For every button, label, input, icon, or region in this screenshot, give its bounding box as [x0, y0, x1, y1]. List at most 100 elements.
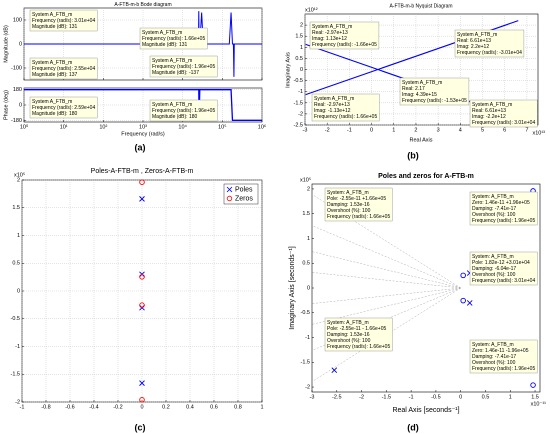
- y-tick-label: 0: [307, 285, 310, 291]
- datatip-text: Damping: 1.53e-16: [327, 202, 370, 208]
- datatip-text: Magnitude (dB): 131: [32, 24, 78, 30]
- pole-marker: [139, 196, 145, 202]
- y-tick-label: 0.5: [295, 56, 303, 62]
- datatip-text: System A_FTB_m: [32, 12, 72, 18]
- x-scale-label: x10¹³: [532, 130, 545, 136]
- datatip-text: System A_FTB_m: [152, 58, 192, 64]
- datatip-text: System: A_FTB_m: [472, 254, 514, 260]
- datatip-text: Magnitude (dB): 131: [142, 42, 188, 48]
- datatip-text: Damping: -7.41e-17: [472, 206, 516, 212]
- datatip: [149, 55, 218, 78]
- zero-marker: [139, 302, 145, 308]
- y-axis-label: Phase (deg): [3, 90, 9, 120]
- datatip-text: Zero: 1.46e-11 -1.96e+05: [472, 348, 529, 354]
- y-scale-label: x10⁵: [14, 171, 25, 178]
- y-tick-label: 2: [307, 186, 310, 192]
- datatip-text: System: A_FTB_m: [327, 190, 369, 196]
- datatip-text: Frequency (rad/s): 2.59e+04: [32, 105, 95, 111]
- x-tick-label: 6: [503, 127, 506, 133]
- chart-title: Poles-A-FTB-m , Zeros-A-FTB-m: [91, 168, 194, 175]
- datatip-text: Frequency (rad/s): -1.66e+05: [312, 42, 377, 48]
- x-tick-label: -1: [409, 394, 414, 400]
- datatip-text: Overshoot (%): 100: [472, 272, 516, 278]
- x-tick-label: 10⁵: [218, 123, 226, 130]
- zero-marker: [139, 397, 145, 403]
- x-tick-label: 1: [509, 394, 512, 400]
- y-tick-label: -1.5: [11, 372, 20, 378]
- x-tick-label: -0.4: [89, 404, 98, 410]
- y-tick-label: 1: [300, 45, 303, 51]
- datatip-text: Imag: -2.2e+12: [472, 114, 506, 120]
- datatip: [469, 339, 538, 374]
- y-tick-label: -1: [15, 344, 20, 350]
- y-tick-label: -2: [15, 399, 20, 405]
- datatip-text: Pole: 1.82e-12 +3.01e+04: [472, 260, 530, 266]
- y-scale-label: x10¹²: [305, 7, 318, 13]
- x-tick-label: 0.2: [162, 404, 170, 410]
- datatip-text: Frequency (rad/s): 1.66e+05: [327, 214, 390, 220]
- x-tick-label: 1: [392, 127, 395, 133]
- data-line: [24, 89, 262, 121]
- x-tick-label: 3: [437, 127, 440, 133]
- zero-marker: [460, 272, 466, 279]
- y-tick-label: 1: [17, 233, 20, 239]
- y-tick-label: 0.5: [302, 261, 310, 267]
- datatip-text: System A_FTB_m: [402, 80, 442, 86]
- datatip-text: Zero: 1.46e-11 +1.96e+05: [472, 200, 530, 206]
- datatip-text: Imag: -1.13e+12: [314, 108, 351, 114]
- y-tick-label: 2: [17, 177, 20, 183]
- datatip-text: Damping: 1.53e-16: [327, 332, 370, 338]
- caption: (b): [407, 150, 419, 160]
- y-tick-label: -2.5: [294, 122, 303, 128]
- x-tick-label: 0.5: [482, 394, 490, 400]
- x-tick-label: 10³: [139, 124, 147, 130]
- x-tick-label: -1: [347, 127, 352, 133]
- x-tick-label: 1: [260, 404, 263, 410]
- x-tick-label: -2: [325, 127, 330, 133]
- datatip: [454, 29, 525, 58]
- caption: (a): [135, 142, 146, 152]
- x-tick-label: -3: [310, 394, 315, 400]
- x-tick-label: 10⁶: [258, 123, 266, 130]
- x-tick-label: 0.6: [210, 404, 218, 410]
- datatip-text: Pole: -2.55e-11 - 1.66e+05: [327, 326, 386, 332]
- x-tick-label: 0.4: [186, 404, 194, 410]
- datatip: [399, 77, 470, 106]
- datatip-text: Real: 2.17: [402, 86, 425, 92]
- y-tick-label: 0: [300, 67, 303, 73]
- y-tick-label: 0: [17, 288, 20, 294]
- y-scale-label: x10⁵: [300, 176, 311, 183]
- pole-marker: [466, 300, 473, 306]
- y-tick-label: 2: [300, 23, 303, 29]
- legend-marker: [226, 186, 233, 193]
- datatip: [324, 317, 393, 352]
- datatip-text: System: A_FTB_m: [327, 320, 369, 326]
- y-tick-label: 0.5: [12, 261, 20, 267]
- datatip: [469, 99, 538, 128]
- datatip-text: System A_FTB_m: [314, 96, 354, 102]
- x-tick-label: 10⁰: [20, 123, 29, 130]
- x-tick-label: -0.5: [431, 394, 440, 400]
- datatip-text: Imag: 2.2e+12: [457, 44, 489, 50]
- x-tick-label: 2: [414, 127, 417, 133]
- x-tick-label: 1.5: [531, 394, 539, 400]
- datatip-text: Imag: 1.13e+12: [312, 36, 347, 42]
- datatip-text: Frequency (rad/s): 1.66e+05: [142, 36, 205, 42]
- x-axis-label: Real Axis: [410, 137, 433, 143]
- y-tick-label: 0: [19, 41, 22, 47]
- legend-label: Poles: [235, 186, 253, 193]
- datatip-text: Real: 6.61e+13: [472, 108, 506, 114]
- datatip-text: Frequency (rad/s): 1.96e+05: [152, 64, 215, 70]
- x-tick-label: -0.8: [41, 404, 50, 410]
- datatip-text: Frequency (rad/s): 1.66e+05: [327, 344, 390, 350]
- datatip-text: Damping: -7.41e-17: [472, 354, 516, 360]
- datatip: [29, 96, 98, 119]
- datatip-text: System A_FTB_m: [472, 102, 512, 108]
- datatip: [469, 191, 538, 226]
- zero-marker: [139, 179, 145, 185]
- zero-marker: [460, 297, 466, 304]
- y-axis-label: Imaginary Axis [seconds⁻¹]: [289, 246, 296, 330]
- datatip-text: System A_FTB_m: [142, 30, 182, 36]
- y-tick-label: -180: [11, 118, 22, 124]
- datatip: [324, 187, 393, 222]
